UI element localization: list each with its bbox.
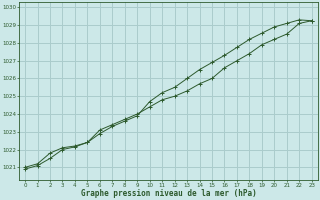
X-axis label: Graphe pression niveau de la mer (hPa): Graphe pression niveau de la mer (hPa) [81,189,256,198]
